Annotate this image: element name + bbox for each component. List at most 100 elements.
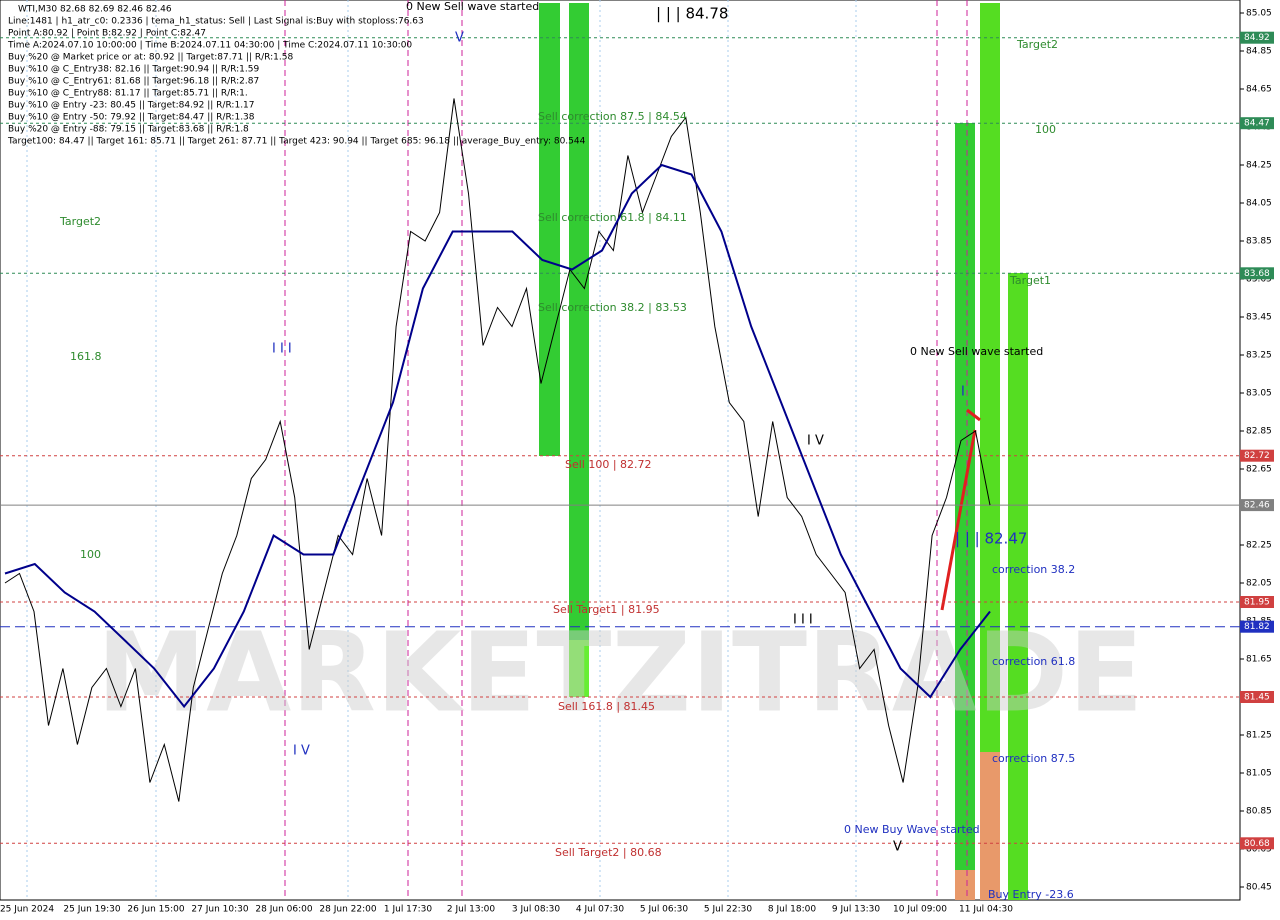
annotation: Sell 100 | 82.72	[565, 458, 652, 471]
y-tick-label: 84.25	[1246, 161, 1272, 171]
vlines	[284, 0, 968, 900]
annotation: V	[455, 31, 464, 46]
level-label: 84.92	[1244, 33, 1270, 43]
y-tick-label: 81.05	[1246, 769, 1272, 779]
wave-line	[940, 429, 977, 611]
x-tick-label: 3 Jul 08:30	[512, 905, 561, 915]
annotation: | | | 82.47	[955, 530, 1027, 548]
wave-line	[966, 408, 981, 422]
level-box	[1240, 267, 1274, 280]
annotation: I I I	[272, 342, 292, 357]
level-box	[1240, 449, 1274, 462]
level-label: 84.47	[1244, 119, 1270, 129]
level-label: 80.68	[1244, 839, 1270, 849]
annotation: V	[893, 840, 902, 855]
zone	[980, 3, 1000, 752]
level-box	[1240, 596, 1274, 608]
plot-frame	[0, 0, 1241, 901]
annotation: 0 New Sell wave started	[406, 0, 539, 13]
info-line: Buy %10 @ Entry -23: 80.45 || Target:84.…	[8, 101, 255, 111]
x-tick-label: 28 Jun 22:00	[319, 905, 376, 915]
price-line	[4, 98, 991, 802]
annotation: 0 New Buy Wave started	[844, 823, 980, 836]
x-tick-label: 1 Jul 17:30	[384, 905, 433, 915]
info-line: Target100: 84.47 || Target 161: 85.71 ||…	[7, 137, 586, 147]
annotation: correction 38.2	[992, 563, 1075, 576]
x-tick-label: 28 Jun 06:00	[255, 905, 312, 915]
annotation: I V	[293, 744, 310, 759]
annotation: correction 87.5	[992, 752, 1075, 765]
y-tick-label: 82.05	[1246, 579, 1272, 589]
x-tick-label: 25 Jun 2024	[0, 905, 54, 915]
x-tick-label: 8 Jul 18:00	[768, 905, 817, 915]
annotation: correction 61.8	[992, 655, 1075, 668]
y-tick-label: 80.45	[1246, 883, 1272, 893]
x-tick-label: 26 Jun 15:00	[127, 905, 184, 915]
y-tick-label: 83.85	[1246, 237, 1272, 247]
zones	[539, 3, 1028, 900]
annotation: Target2	[59, 215, 101, 228]
x-tick-label: 27 Jun 10:30	[191, 905, 248, 915]
y-tick-label: 83.25	[1246, 351, 1272, 361]
level-label: 81.95	[1244, 598, 1270, 608]
y-tick-label: 83.45	[1246, 313, 1272, 323]
level-label: 83.68	[1244, 269, 1270, 279]
level-box	[1240, 837, 1274, 850]
annotation: I I I	[793, 613, 813, 628]
annotation: 161.8	[70, 350, 102, 363]
zone	[569, 3, 589, 697]
zone	[955, 123, 975, 870]
info-line: Buy %20 @ Entry -88: 79.15 || Target:83.…	[8, 125, 249, 135]
y-tick-label: 85.05	[1246, 9, 1272, 19]
y-tick-label: 84.05	[1246, 199, 1272, 209]
annotation: Buy Entry -23.6	[988, 888, 1074, 901]
x-tick-label: 5 Jul 22:30	[704, 905, 753, 915]
annotation: Sell correction 38.2 | 83.53	[538, 301, 687, 314]
info-line: Buy %10 @ Entry -50: 79.92 || Target:84.…	[8, 113, 255, 123]
y-tick-label: 80.85	[1246, 807, 1272, 817]
info-line: Buy %10 @ C_Entry38: 82.16 || Target:90.…	[8, 65, 259, 75]
annotation: Sell correction 87.5 | 84.54	[538, 110, 687, 123]
level-box	[1240, 499, 1274, 512]
level-label: 81.82	[1244, 622, 1270, 632]
x-tick-label: 4 Jul 07:30	[576, 905, 625, 915]
date-lines	[26, 0, 857, 900]
info-line: Buy %20 @ Market price or at: 80.92 || T…	[8, 53, 293, 63]
y-tick-label: 80.65	[1246, 845, 1272, 855]
info-line: Buy %10 @ C_Entry61: 81.68 || Target:96.…	[8, 77, 259, 87]
annotation: 100	[80, 548, 101, 561]
annotation: Target2	[1016, 38, 1058, 51]
annotation: Sell correction 61.8 | 84.11	[538, 211, 687, 224]
zone	[569, 640, 589, 697]
x-tick-label: 25 Jun 19:30	[63, 905, 120, 915]
annotation: Target1	[1009, 274, 1051, 287]
level-label: 81.45	[1244, 693, 1270, 703]
y-tick-label: 84.85	[1246, 47, 1272, 57]
y-tick-label: 82.65	[1246, 465, 1272, 475]
moving-average	[4, 163, 991, 709]
y-tick-label: 82.85	[1246, 427, 1272, 437]
x-tick-label: 5 Jul 06:30	[640, 905, 689, 915]
annotation: Sell Target2 | 80.68	[555, 846, 662, 859]
annotation: 100	[1035, 123, 1056, 136]
info-line: Line:1481 | h1_atr_c0: 0.2336 | tema_h1_…	[8, 17, 424, 27]
info-line: Buy %10 @ C_Entry88: 81.17 || Target:85.…	[8, 89, 248, 99]
zone	[980, 752, 1000, 900]
watermark: MARKETZITRADE	[97, 608, 1144, 736]
y-tick-label: 83.05	[1246, 389, 1272, 399]
level-box	[1240, 117, 1274, 130]
level-box	[1240, 31, 1274, 44]
annotation: Sell Target1 | 81.95	[553, 603, 660, 616]
annotation: I V	[807, 434, 824, 449]
zone	[539, 3, 560, 456]
annotation: I	[961, 385, 965, 400]
zone	[1008, 273, 1028, 900]
x-tick-label: 10 Jul 09:00	[893, 905, 947, 915]
level-box	[1240, 620, 1274, 633]
annotation: 0 New Sell wave started	[910, 345, 1043, 358]
y-tick-label: 84.65	[1246, 85, 1272, 95]
y-tick-label: 82.25	[1246, 541, 1272, 551]
info-line: Time A:2024.07.10 10:00:00 | Time B:2024…	[7, 41, 412, 51]
